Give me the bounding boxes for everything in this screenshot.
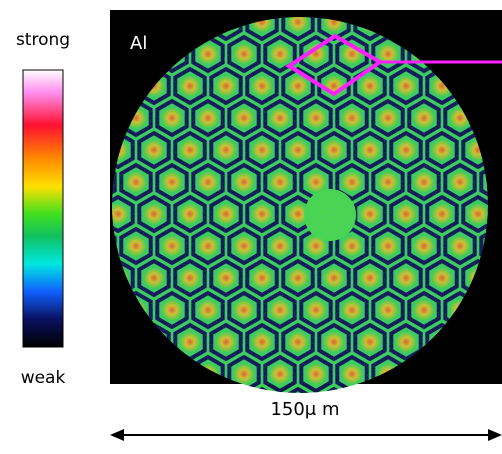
cell-core	[72, 396, 92, 416]
cell-core	[270, 428, 290, 448]
cell-ring	[121, 421, 150, 454]
cell-ring	[373, 421, 402, 454]
cell-ring	[265, 0, 294, 7]
cell-ring	[85, 0, 114, 7]
cell-core	[144, 396, 164, 416]
cell-ring	[67, 325, 96, 359]
cell-ring	[229, 0, 258, 7]
cell-core	[90, 428, 110, 448]
colorbar-bottom-label: weak	[21, 368, 66, 388]
cell-core	[72, 76, 92, 96]
cell-ring	[445, 421, 474, 454]
cell-ring	[67, 133, 96, 167]
cell-ring	[373, 0, 402, 7]
cell-ring	[175, 389, 204, 423]
cell-core	[360, 396, 380, 416]
cell-core	[378, 428, 398, 448]
cell-ring	[85, 421, 114, 454]
cell-core	[162, 428, 182, 448]
cell-core	[72, 204, 92, 224]
cell-core	[72, 12, 92, 32]
cell-ring	[355, 389, 384, 423]
cell-ring	[301, 0, 330, 7]
cell-ring	[463, 389, 492, 423]
scale-bar-label: 150μ m	[270, 399, 339, 420]
cell-core	[180, 396, 200, 416]
cell-ring	[337, 0, 366, 7]
cell-ring	[103, 389, 132, 423]
cell-core	[234, 428, 254, 448]
cell-ring	[67, 197, 96, 231]
cell-core	[72, 332, 92, 352]
cell-core	[198, 428, 218, 448]
cell-core	[414, 428, 434, 448]
cell-core	[216, 396, 236, 416]
cell-core	[90, 236, 110, 256]
cell-core	[90, 172, 110, 192]
cell-ring	[229, 421, 258, 454]
cell-ring	[67, 261, 96, 295]
colorbar	[23, 70, 63, 347]
cell-ring	[157, 0, 186, 7]
cell-ring	[121, 0, 150, 7]
cell-core	[306, 428, 326, 448]
cell-ring	[391, 389, 420, 423]
cell-core	[72, 268, 92, 288]
cell-ring	[193, 0, 222, 7]
cell-ring	[139, 389, 168, 423]
cell-ring	[337, 421, 366, 454]
cell-core	[432, 396, 452, 416]
cell-core	[90, 300, 110, 320]
cell-ring	[265, 421, 294, 454]
cell-core	[396, 396, 416, 416]
cell-core	[108, 396, 128, 416]
cell-ring	[481, 0, 502, 7]
cell-core	[90, 108, 110, 128]
cell-ring	[193, 421, 222, 454]
cell-core	[252, 396, 272, 416]
scale-arrow-right	[488, 429, 502, 441]
cell-ring	[427, 389, 456, 423]
cell-core	[450, 428, 470, 448]
cell-core	[126, 428, 146, 448]
cell-core	[90, 364, 110, 384]
figure: strong weak Al 150μ m	[0, 0, 502, 454]
cell-core	[342, 428, 362, 448]
cell-core	[72, 140, 92, 160]
cell-ring	[67, 389, 96, 423]
cell-ring	[67, 5, 96, 39]
cell-ring	[301, 421, 330, 454]
cell-core	[468, 396, 488, 416]
cell-ring	[67, 69, 96, 103]
cell-ring	[445, 0, 474, 7]
cell-ring	[409, 421, 438, 454]
cell-ring	[409, 0, 438, 7]
cell-ring	[157, 421, 186, 454]
colorbar-top-label: strong	[16, 30, 70, 50]
cell-ring	[211, 389, 240, 423]
element-label: Al	[130, 33, 147, 54]
scale-arrow-left	[110, 429, 124, 441]
cell-core	[90, 44, 110, 64]
